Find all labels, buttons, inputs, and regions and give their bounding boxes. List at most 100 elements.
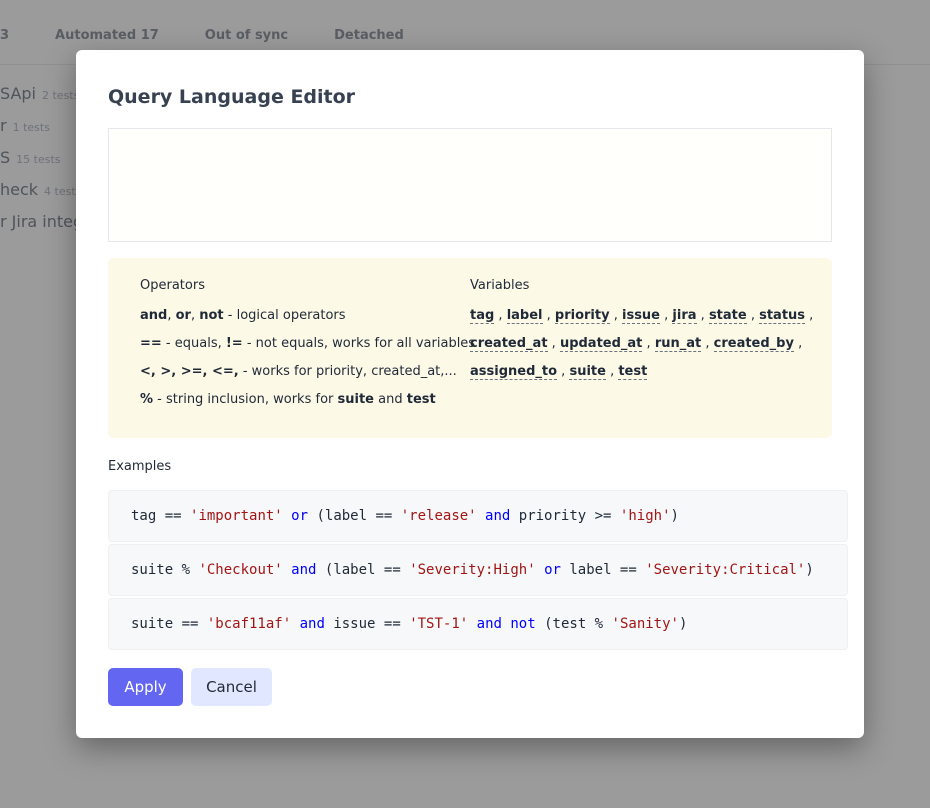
separator: , <box>609 308 622 323</box>
variable-suite[interactable]: suite <box>569 364 606 380</box>
separator: , <box>746 308 760 323</box>
code-token: suite == <box>131 616 207 632</box>
operator-line: == - equals, != - not equals, works for … <box>140 336 475 364</box>
suite-name: r <box>0 116 7 135</box>
suite-test-count: 15 tests <box>16 153 61 166</box>
code-token <box>291 616 299 632</box>
operator-text: <, >, >=, <=, <box>140 364 239 379</box>
code-token: and <box>291 562 317 578</box>
operator-text: - logical operators <box>223 308 346 323</box>
variable-line: created_at , updated_at , run_at , creat… <box>470 336 813 364</box>
tab-all[interactable]: 3 <box>0 28 10 43</box>
operator-line: <, >, >=, <=, - works for priority, crea… <box>140 364 475 392</box>
operator-text: suite <box>337 392 374 407</box>
code-token: 'Sanity' <box>611 616 679 632</box>
query-language-editor-dialog: Query Language Editor Operators and, or,… <box>76 50 864 738</box>
code-token: ) <box>805 562 814 578</box>
suite-test-count: 2 tests <box>42 89 80 102</box>
separator: , <box>605 364 619 379</box>
operator-text: - works for priority, created_at,... <box>238 364 457 379</box>
variable-line: tag , label , priority , issue , jira , … <box>470 308 813 336</box>
variable-updated-at[interactable]: updated_at <box>559 336 643 352</box>
variable-created-by[interactable]: created_by <box>713 336 794 352</box>
code-token <box>283 508 291 524</box>
suite-row[interactable]: heck 4 tests <box>0 180 89 212</box>
suite-name: S <box>0 148 11 167</box>
cancel-button[interactable]: Cancel <box>191 668 272 706</box>
operator-text: test <box>406 392 436 407</box>
code-token: issue == <box>324 616 410 632</box>
code-token: ) <box>678 616 688 632</box>
variable-state[interactable]: state <box>708 308 747 324</box>
code-token <box>536 562 544 578</box>
example-query[interactable]: suite == 'bcaf11af' and issue == 'TST-1'… <box>108 598 848 650</box>
variable-test[interactable]: test <box>618 364 648 380</box>
operator-text: and <box>140 308 168 323</box>
tab-out-of-sync[interactable]: Out of sync <box>204 28 289 43</box>
code-token <box>283 562 291 578</box>
suite-name: heck <box>0 180 39 199</box>
variable-status[interactable]: status <box>759 308 806 324</box>
operator-line: and, or, not - logical operators <box>140 308 475 336</box>
code-token: 'bcaf11af' <box>206 616 292 632</box>
operator-text: - equals, <box>161 336 226 351</box>
operator-text: - not equals, works for all variables <box>242 336 476 351</box>
separator: , <box>660 308 673 323</box>
code-token: 'important' <box>190 508 283 524</box>
examples-label: Examples <box>108 459 172 474</box>
suite-row[interactable]: r Jira integ <box>0 212 89 244</box>
separator: , <box>642 336 655 351</box>
variable-label[interactable]: label <box>506 308 543 324</box>
separator: , <box>542 308 555 323</box>
code-token: suite % <box>131 562 199 578</box>
code-token: (label == <box>308 508 401 524</box>
example-query[interactable]: suite % 'Checkout' and (label == 'Severi… <box>108 544 848 596</box>
operator-line: % - string inclusion, works for suite an… <box>140 392 475 420</box>
variable-priority[interactable]: priority <box>554 308 610 324</box>
variable-issue[interactable]: issue <box>622 308 661 324</box>
operator-text: , <box>167 308 176 323</box>
tab-detached[interactable]: Detached <box>334 28 404 43</box>
query-editor-input[interactable] <box>108 128 832 242</box>
operator-text: - string inclusion, works for <box>153 392 338 407</box>
operator-text: and <box>374 392 407 407</box>
variables-heading: Variables <box>470 278 530 293</box>
code-token: or <box>544 562 561 578</box>
apply-button[interactable]: Apply <box>108 668 183 706</box>
code-token: label == <box>560 562 646 578</box>
variable-tag[interactable]: tag <box>470 308 495 324</box>
suite-list: SApi 2 tests r 1 tests S 15 tests heck 4 tests r… <box>0 84 89 244</box>
separator: , <box>793 336 803 351</box>
variables-section: Variables tag , label , priority , issue… <box>470 278 813 392</box>
code-token: 'Severity:Critical' <box>645 562 806 578</box>
variable-jira[interactable]: jira <box>672 308 697 324</box>
code-token <box>468 616 476 632</box>
code-token: ) <box>670 508 679 524</box>
separator: , <box>494 308 507 323</box>
variable-line: assigned_to , suite , test <box>470 364 813 392</box>
suite-name: r Jira integ <box>0 212 84 231</box>
variable-created-at[interactable]: created_at <box>470 336 548 352</box>
code-token: 'Checkout' <box>198 562 283 578</box>
operator-text: == <box>140 336 162 351</box>
variable-assigned-to[interactable]: assigned_to <box>470 364 558 380</box>
code-token: and <box>476 616 502 632</box>
variable-run-at[interactable]: run_at <box>654 336 702 352</box>
suite-test-count: 4 tests <box>44 185 82 198</box>
code-token: (test % <box>535 616 612 632</box>
suite-test-count: 1 tests <box>12 121 50 134</box>
suite-row[interactable]: SApi 2 tests <box>0 84 89 116</box>
code-token <box>477 508 485 524</box>
operators-section: Operators and, or, not - logical operato… <box>140 278 475 420</box>
background-tabs: 3 Automated 17 Out of sync Detached <box>0 28 450 43</box>
example-query[interactable]: tag == 'important' or (label == 'release… <box>108 490 848 542</box>
suite-row[interactable]: r 1 tests <box>0 116 89 148</box>
suite-row[interactable]: S 15 tests <box>0 148 89 180</box>
operators-heading: Operators <box>140 278 205 293</box>
code-token: tag == <box>131 508 191 524</box>
suite-name: SApi <box>0 84 36 103</box>
code-token: 'Severity:High' <box>409 562 536 578</box>
separator: , <box>701 336 714 351</box>
code-token: not <box>510 616 536 632</box>
tab-automated[interactable]: Automated 17 <box>55 28 159 43</box>
